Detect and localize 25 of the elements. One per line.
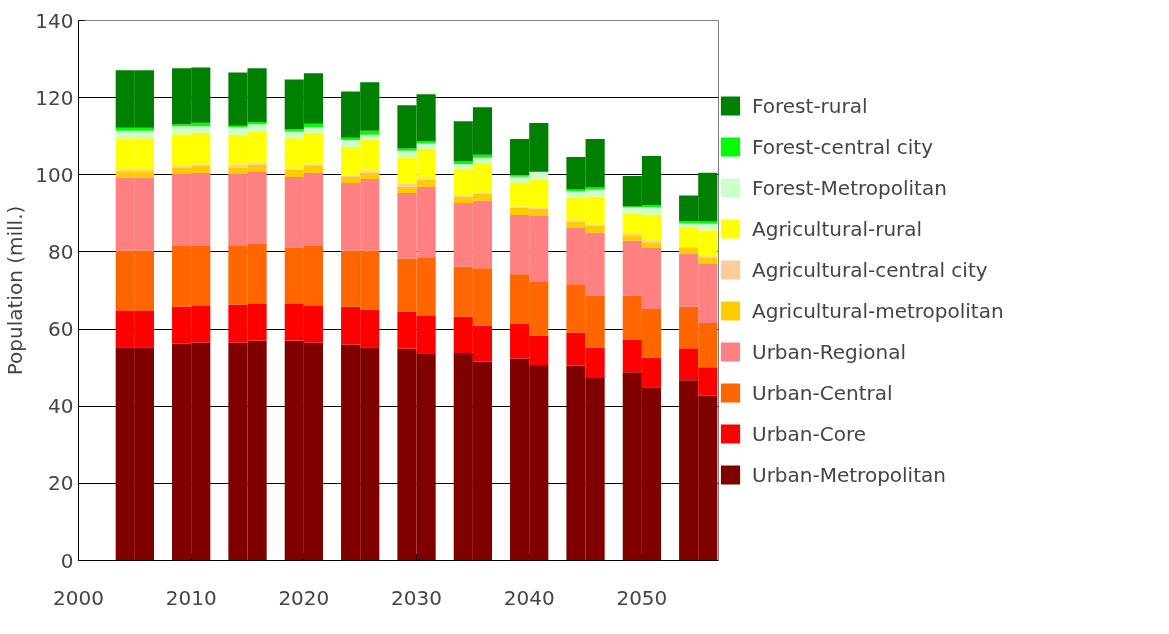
x-tick-label: 2040 bbox=[503, 585, 555, 610]
x-tick-label: 2010 bbox=[165, 585, 217, 610]
y-tick-label: 80 bbox=[48, 239, 74, 264]
y-tick-label: 100 bbox=[35, 162, 74, 187]
y-tick-label: 140 bbox=[35, 8, 74, 33]
x-tick-label: 2020 bbox=[278, 585, 330, 610]
y-tick-label: 120 bbox=[35, 85, 74, 110]
legend-label: Urban-Metropolitan bbox=[752, 462, 946, 487]
x-tick-label: 2050 bbox=[616, 585, 668, 610]
y-tick-label: 40 bbox=[48, 394, 74, 419]
x-tick-label: 2000 bbox=[53, 585, 104, 610]
legend-label: Forest-central city bbox=[752, 134, 934, 159]
y-axis-title: Population (mill.) bbox=[3, 205, 28, 376]
legend-label: Urban-Central bbox=[752, 380, 893, 405]
x-tick-label: 2030 bbox=[391, 585, 442, 610]
legend-label: Urban-Regional bbox=[752, 339, 906, 364]
legend-label: Agricultural-rural bbox=[752, 216, 923, 241]
legend-label: Forest-rural bbox=[752, 93, 868, 118]
y-tick-label: 20 bbox=[48, 471, 74, 496]
legend-label: Urban-Core bbox=[752, 421, 866, 446]
y-tick-label: 60 bbox=[48, 317, 74, 342]
y-tick-label: 0 bbox=[60, 548, 74, 573]
legend-label: Forest-Metropolitan bbox=[752, 175, 947, 200]
legend-label: Agricultural-metropolitan bbox=[752, 298, 1004, 323]
legend-label: Agricultural-central city bbox=[752, 257, 988, 282]
